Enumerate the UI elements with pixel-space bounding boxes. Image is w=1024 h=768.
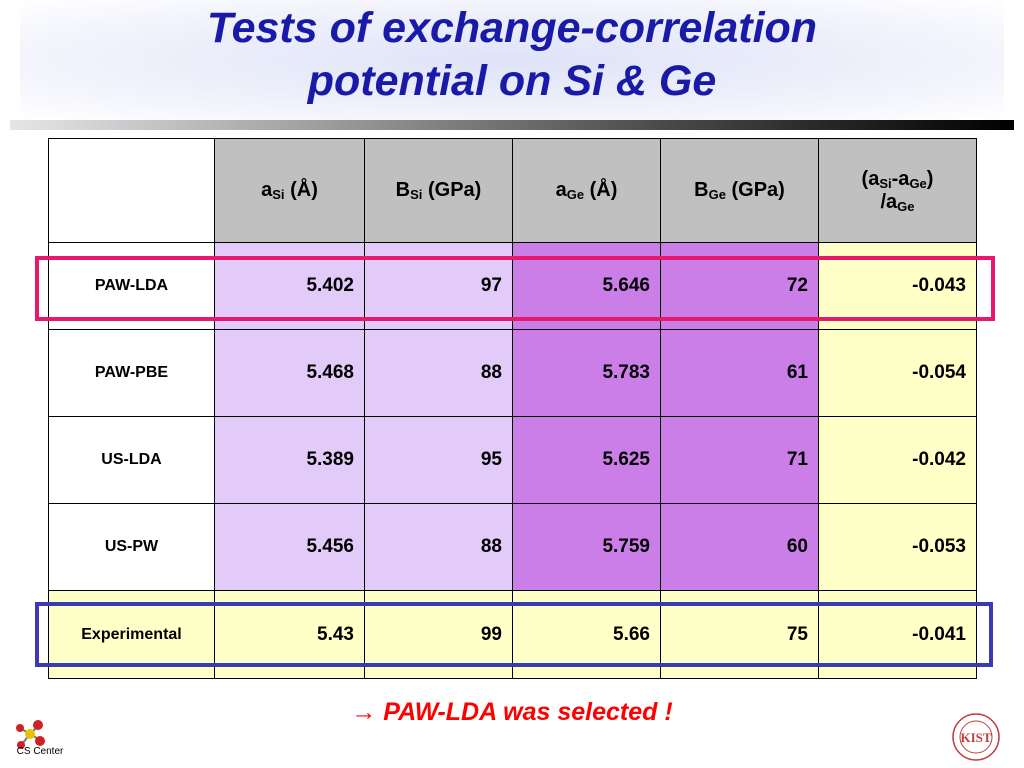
- cell-a-si: 5.468: [214, 329, 365, 417]
- kist-seal-logo: KIST: [952, 713, 1000, 761]
- cell-b-si: 95: [364, 416, 513, 504]
- corner-cell: [48, 138, 215, 243]
- cell-ratio: -0.042: [818, 416, 977, 504]
- conclusion-label: PAW-LDA was selected !: [383, 698, 673, 726]
- row-label-us-pw: US-PW: [48, 503, 215, 591]
- cell-a-ge: 5.625: [512, 416, 661, 504]
- table-row: PAW-PBE 5.468 88 5.783 61 -0.054: [48, 329, 977, 417]
- row-label-us-lda: US-LDA: [48, 416, 215, 504]
- row-label-paw-pbe: PAW-PBE: [48, 329, 215, 417]
- highlight-paw-lda: [35, 256, 995, 321]
- header-b-si: BSi (GPa): [364, 138, 513, 243]
- cell-b-si: 88: [364, 329, 513, 417]
- header-ratio: (aSi-aGe) /aGe: [818, 138, 977, 243]
- cell-a-si: 5.389: [214, 416, 365, 504]
- header-a-ge: aGe (Å): [512, 138, 661, 243]
- header-b-ge: BGe (GPa): [660, 138, 819, 243]
- cell-a-ge: 5.783: [512, 329, 661, 417]
- table-row: US-PW 5.456 88 5.759 60 -0.053: [48, 503, 977, 591]
- title-background: [20, 0, 1004, 120]
- header-row: aSi (Å) BSi (GPa) aGe (Å) BGe (GPa) (aSi…: [48, 138, 977, 243]
- kist-mark: KIST: [960, 730, 991, 745]
- cell-a-ge: 5.759: [512, 503, 661, 591]
- cell-b-ge: 61: [660, 329, 819, 417]
- cell-b-si: 88: [364, 503, 513, 591]
- slide-title: Tests of exchange-correlation potential …: [0, 2, 1024, 108]
- header-a-si: aSi (Å): [214, 138, 365, 243]
- results-table: aSi (Å) BSi (GPa) aGe (Å) BGe (GPa) (aSi…: [48, 138, 977, 679]
- highlight-experimental: [35, 602, 993, 667]
- cell-ratio: -0.054: [818, 329, 977, 417]
- conclusion-text: → PAW-LDA was selected !: [0, 698, 1024, 727]
- cell-a-si: 5.456: [214, 503, 365, 591]
- cell-b-ge: 71: [660, 416, 819, 504]
- table-row: US-LDA 5.389 95 5.625 71 -0.042: [48, 416, 977, 504]
- cell-b-ge: 60: [660, 503, 819, 591]
- title-line-2: potential on Si & Ge: [307, 57, 717, 105]
- cs-center-caption: CS Center: [16, 746, 64, 757]
- cell-ratio: -0.053: [818, 503, 977, 591]
- title-line-1: Tests of exchange-correlation: [206, 4, 818, 52]
- arrow-icon: →: [351, 698, 377, 726]
- cs-center-logo: [16, 720, 45, 749]
- top-divider: [10, 120, 1014, 130]
